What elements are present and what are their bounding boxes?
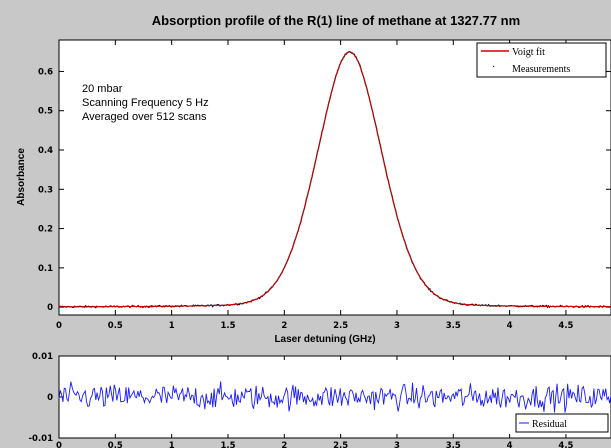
annotation-pressure: 20 mbar	[82, 83, 123, 95]
chart-title: Absorption profile of the R(1) line of m…	[152, 13, 520, 28]
y-axis-label: Absorbance	[16, 148, 27, 206]
residual-x-tick-label: 2	[281, 441, 287, 448]
residual-x-tick-label: 1	[169, 441, 175, 448]
main-x-tick-label: 1	[169, 321, 175, 331]
annotation-scan-frequency: Scanning Frequency 5 Hz	[82, 97, 209, 109]
legend-measurements-label: Measurements	[512, 64, 570, 75]
residual-x-tick-label: 4.5	[558, 441, 573, 448]
main-x-tick-label: 1.5	[220, 321, 235, 331]
main-y-tick-label: 0.2	[38, 225, 53, 235]
legend-measurements-marker: ·	[492, 62, 495, 73]
residual-x-tick-label: 3	[394, 441, 400, 448]
main-x-tick-labels: 0 0.5 1 1.5 2 2.5 3 3.5 4 4.5	[56, 321, 574, 331]
main-y-tick-label: 0	[47, 303, 53, 313]
main-y-tick-label: 0.3	[38, 185, 53, 195]
main-y-tick-labels: 0 0.1 0.2 0.3 0.4 0.5 0.6	[38, 67, 53, 313]
main-x-tick-label: 0	[56, 321, 62, 331]
main-legend: Voigt fit · Measurements	[477, 43, 606, 77]
main-x-tick-label: 3.5	[446, 321, 461, 331]
residual-x-tick-label: 3.5	[446, 441, 461, 448]
main-y-tick-label: 0.6	[38, 67, 53, 77]
residual-x-tick-label: 2.5	[333, 441, 348, 448]
residual-x-tick-label: 0.5	[108, 441, 123, 448]
residual-y-tick-label: 0.01	[32, 352, 53, 362]
residual-x-tick-label: 4	[507, 441, 513, 448]
residual-y-tick-label: 0	[47, 393, 53, 403]
main-y-tick-label: 0.5	[38, 107, 53, 117]
x-axis-label: Laser detuning (GHz)	[274, 334, 375, 345]
main-x-tick-label: 4.5	[558, 321, 573, 331]
main-x-tick-label: 2	[281, 321, 287, 331]
residual-y-tick-label: -0.01	[29, 434, 54, 444]
main-x-tick-label: 2.5	[333, 321, 348, 331]
legend-fit-label: Voigt fit	[512, 47, 545, 58]
main-x-tick-label: 0.5	[108, 321, 123, 331]
legend-residual-label: Residual	[532, 419, 567, 430]
main-y-tick-label: 0.4	[38, 146, 53, 156]
annotation-averaging: Averaged over 512 scans	[82, 111, 207, 123]
main-x-tick-label: 3	[394, 321, 400, 331]
main-y-tick-label: 0.1	[38, 264, 53, 274]
residual-legend: Residual	[516, 414, 608, 432]
residual-x-tick-labels: 0 0.5 1 1.5 2 2.5 3 3.5 4 4.5	[56, 441, 574, 448]
residual-x-tick-label: 1.5	[220, 441, 235, 448]
residual-y-tick-labels: -0.01 0 0.01	[29, 352, 54, 444]
residual-x-tick-label: 0	[56, 441, 62, 448]
main-x-tick-label: 4	[507, 321, 513, 331]
